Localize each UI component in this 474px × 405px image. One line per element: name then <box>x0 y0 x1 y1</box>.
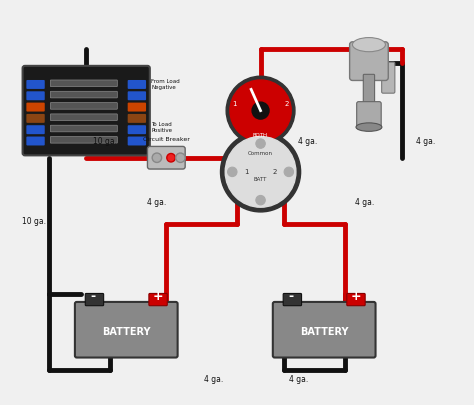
FancyBboxPatch shape <box>50 102 117 109</box>
FancyBboxPatch shape <box>128 114 146 123</box>
Text: 1: 1 <box>244 169 249 175</box>
FancyBboxPatch shape <box>149 294 167 306</box>
Ellipse shape <box>353 38 385 52</box>
Text: 10 ga.: 10 ga. <box>22 217 46 226</box>
Text: BATTERY: BATTERY <box>102 327 151 337</box>
FancyBboxPatch shape <box>27 136 45 145</box>
Circle shape <box>256 196 265 205</box>
Text: From Load
Negative: From Load Negative <box>151 79 180 90</box>
Text: 4 ga.: 4 ga. <box>147 198 166 207</box>
FancyBboxPatch shape <box>27 114 45 123</box>
FancyBboxPatch shape <box>75 302 178 358</box>
Text: 4 ga.: 4 ga. <box>289 375 308 384</box>
Text: 2: 2 <box>273 169 277 175</box>
Text: 1: 1 <box>232 101 237 107</box>
FancyBboxPatch shape <box>382 62 395 93</box>
Circle shape <box>228 167 237 177</box>
Text: 10 ga.: 10 ga. <box>93 136 117 145</box>
Text: 4 ga.: 4 ga. <box>298 136 317 145</box>
FancyBboxPatch shape <box>363 75 374 107</box>
FancyBboxPatch shape <box>50 136 117 143</box>
Text: Circuit Breaker: Circuit Breaker <box>143 137 190 142</box>
Text: BATT: BATT <box>254 177 267 182</box>
Text: Common: Common <box>248 151 273 156</box>
Text: BOTH: BOTH <box>253 132 268 138</box>
Circle shape <box>167 153 175 162</box>
Circle shape <box>154 154 160 161</box>
Text: 4 ga.: 4 ga. <box>416 136 435 145</box>
FancyBboxPatch shape <box>357 102 381 129</box>
Circle shape <box>177 154 184 161</box>
Circle shape <box>152 153 162 162</box>
Text: -: - <box>91 290 96 303</box>
FancyBboxPatch shape <box>50 125 117 132</box>
FancyBboxPatch shape <box>27 125 45 134</box>
Circle shape <box>256 139 265 148</box>
Circle shape <box>284 167 293 177</box>
Circle shape <box>225 136 296 207</box>
FancyBboxPatch shape <box>347 294 365 306</box>
Circle shape <box>230 80 291 141</box>
FancyBboxPatch shape <box>27 102 45 111</box>
Circle shape <box>220 132 301 212</box>
FancyBboxPatch shape <box>283 294 301 306</box>
FancyBboxPatch shape <box>128 80 146 89</box>
FancyBboxPatch shape <box>350 42 388 81</box>
Circle shape <box>226 76 295 145</box>
Circle shape <box>176 153 185 162</box>
FancyBboxPatch shape <box>128 136 146 145</box>
FancyBboxPatch shape <box>50 114 117 121</box>
FancyBboxPatch shape <box>128 125 146 134</box>
FancyBboxPatch shape <box>23 66 150 156</box>
FancyBboxPatch shape <box>27 80 45 89</box>
FancyBboxPatch shape <box>128 102 146 111</box>
Text: 4 ga.: 4 ga. <box>204 375 223 384</box>
FancyBboxPatch shape <box>147 147 185 169</box>
FancyBboxPatch shape <box>50 91 117 98</box>
Text: 4 ga.: 4 ga. <box>355 198 374 207</box>
Text: +: + <box>351 290 362 303</box>
Circle shape <box>168 155 174 160</box>
Text: To Load
Positive: To Load Positive <box>151 122 172 132</box>
FancyBboxPatch shape <box>50 80 117 87</box>
Text: -: - <box>289 290 294 303</box>
FancyBboxPatch shape <box>273 302 375 358</box>
FancyBboxPatch shape <box>27 91 45 100</box>
Text: 2: 2 <box>284 101 289 107</box>
FancyBboxPatch shape <box>85 294 104 306</box>
Text: +: + <box>153 290 164 303</box>
Circle shape <box>252 102 269 119</box>
Ellipse shape <box>356 123 382 131</box>
FancyBboxPatch shape <box>128 91 146 100</box>
Text: BATTERY: BATTERY <box>300 327 348 337</box>
